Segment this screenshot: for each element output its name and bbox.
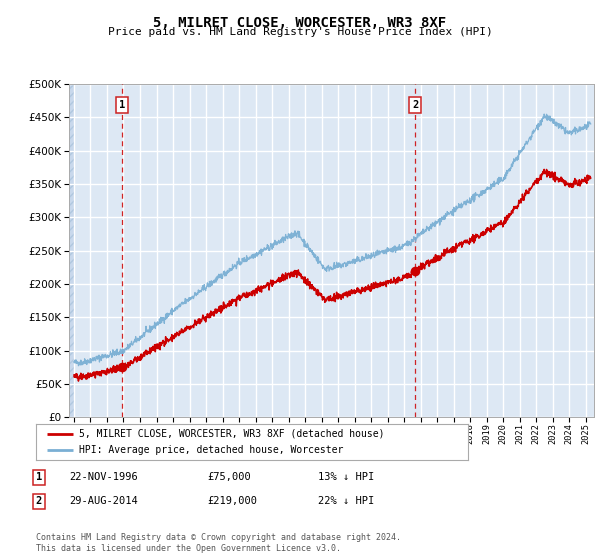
Text: £75,000: £75,000 [207, 472, 251, 482]
Text: 22-NOV-1996: 22-NOV-1996 [69, 472, 138, 482]
Text: 2: 2 [36, 496, 42, 506]
Point [410, 267, 420, 276]
Text: 1: 1 [36, 472, 42, 482]
Text: 5, MILRET CLOSE, WORCESTER, WR3 8XF: 5, MILRET CLOSE, WORCESTER, WR3 8XF [154, 16, 446, 30]
Text: 2: 2 [412, 100, 418, 110]
Text: 29-AUG-2014: 29-AUG-2014 [69, 496, 138, 506]
Bar [69, 84, 74, 417]
Text: HPI: Average price, detached house, Worcester: HPI: Average price, detached house, Worc… [79, 446, 344, 455]
Text: £219,000: £219,000 [207, 496, 257, 506]
Text: Contains HM Land Registry data © Crown copyright and database right 2024.
This d: Contains HM Land Registry data © Crown c… [36, 533, 401, 553]
Text: 13% ↓ HPI: 13% ↓ HPI [318, 472, 374, 482]
Point [117, 363, 127, 372]
Text: 5, MILRET CLOSE, WORCESTER, WR3 8XF (detached house): 5, MILRET CLOSE, WORCESTER, WR3 8XF (det… [79, 429, 385, 438]
Text: Price paid vs. HM Land Registry's House Price Index (HPI): Price paid vs. HM Land Registry's House … [107, 27, 493, 37]
Text: 1: 1 [119, 100, 125, 110]
Text: 22% ↓ HPI: 22% ↓ HPI [318, 496, 374, 506]
